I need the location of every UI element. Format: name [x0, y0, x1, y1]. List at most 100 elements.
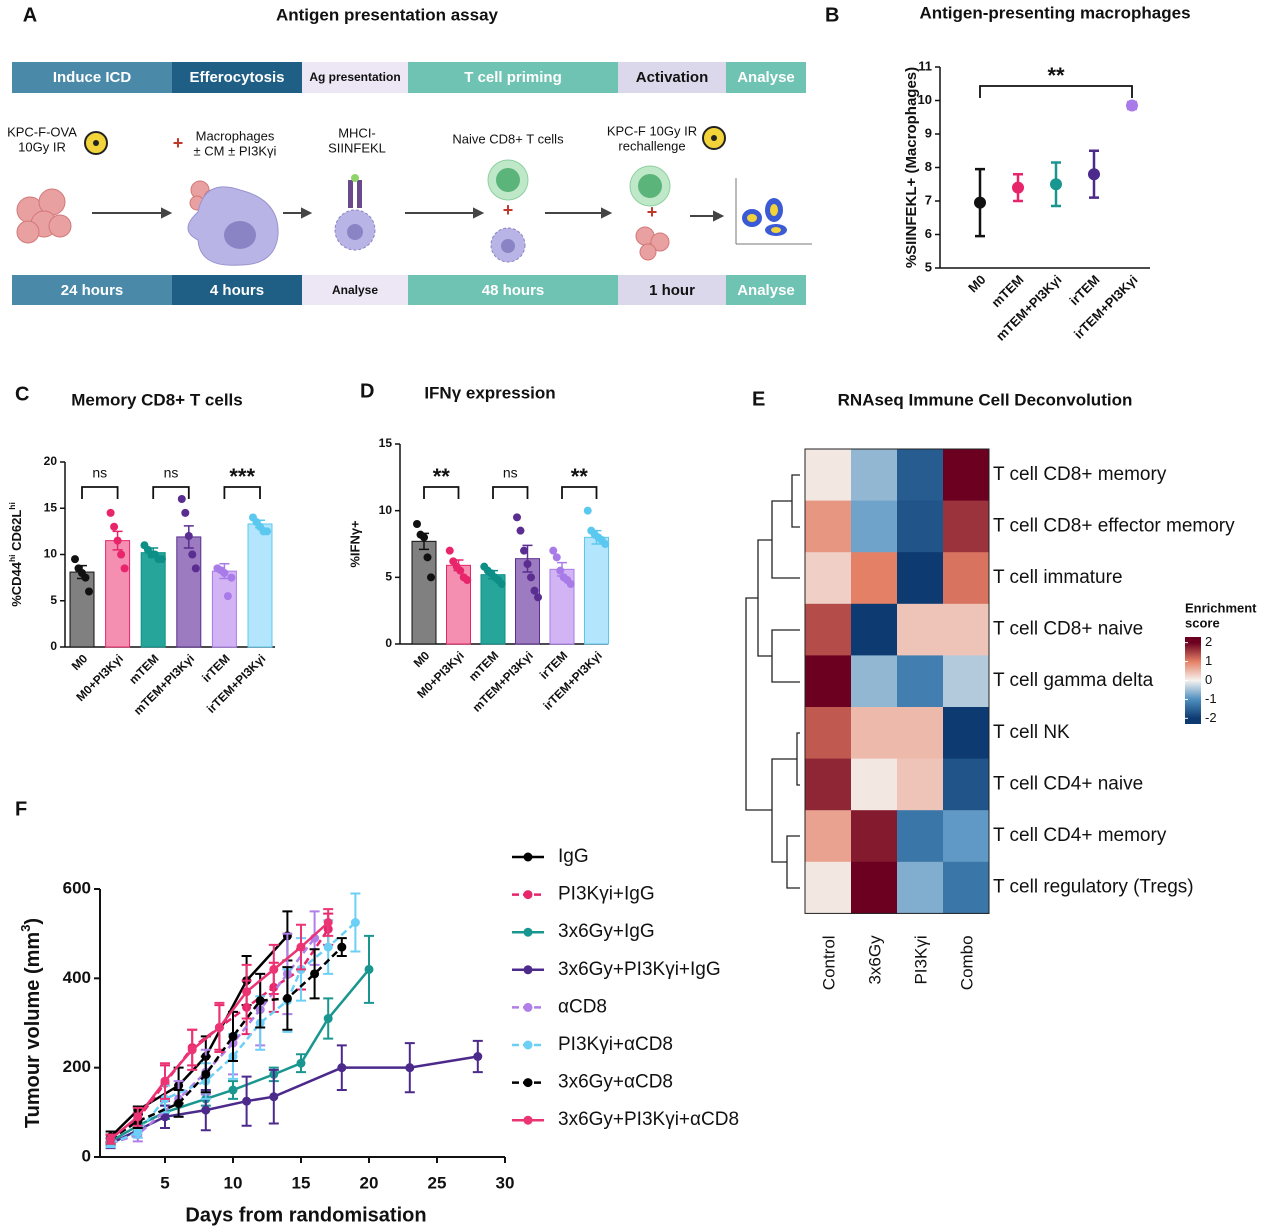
- heatmap-cell: [897, 810, 944, 863]
- x-tick-label: M0: [965, 272, 988, 295]
- flow-plot: [735, 178, 812, 245]
- y-tick-label: 0: [50, 639, 57, 653]
- data-point: [282, 993, 292, 1003]
- x-tick-label: 10: [224, 1173, 243, 1192]
- heatmap-cell: [897, 449, 944, 502]
- y-tick-label: 10: [379, 503, 393, 517]
- colorbar-title: Enrichment: [1185, 600, 1257, 615]
- stage-label: Analyse: [737, 69, 795, 86]
- data-point: [534, 593, 542, 602]
- data-point: [255, 996, 265, 1006]
- data-point: [337, 942, 347, 952]
- data-point: [106, 1134, 116, 1144]
- stage-label: Efferocytosis: [189, 69, 284, 86]
- stage-label: Induce ICD: [53, 69, 132, 86]
- duration-box: [302, 275, 408, 305]
- heatmap-cell: [943, 449, 990, 502]
- x-tick-label: 25: [428, 1173, 447, 1192]
- data-point: [157, 555, 166, 564]
- data-point: [337, 1063, 347, 1073]
- plus-sign: +: [647, 202, 658, 222]
- y-axis-label-part: hi: [7, 555, 17, 563]
- panel-label: D: [360, 380, 374, 402]
- heatmap-cell: [943, 810, 990, 863]
- data-point: [364, 964, 374, 974]
- colorbar-title: score: [1185, 615, 1220, 630]
- stage-box: [408, 62, 618, 93]
- heatmap-cell: [851, 655, 898, 708]
- panel-label: B: [825, 4, 839, 26]
- stage-box: [726, 62, 806, 93]
- step-label: KPC-F-OVA: [7, 124, 77, 139]
- heatmap-cell: [943, 500, 990, 553]
- significance-label: ***: [229, 464, 255, 489]
- heatmap-cell: [943, 707, 990, 760]
- bar: [69, 571, 95, 648]
- heatmap-cell: [897, 552, 944, 605]
- data-point: [269, 964, 279, 974]
- row-label: T cell CD8+ naive: [993, 619, 1143, 640]
- y-tick-label: 10: [44, 547, 58, 561]
- stage-label: Ag presentation: [309, 70, 400, 84]
- heatmap-cell: [805, 603, 852, 656]
- column-label: Combo: [957, 935, 976, 990]
- colorbar-tick-label: 1: [1205, 653, 1212, 668]
- data-point: [71, 555, 79, 564]
- heatmap-cell: [943, 552, 990, 605]
- significance-bracket: [223, 486, 261, 499]
- data-point: [323, 942, 333, 952]
- significance-bracket: [152, 486, 190, 499]
- data-point: [296, 1058, 306, 1068]
- significance-label: ns: [503, 465, 518, 481]
- data-point: [520, 546, 528, 555]
- macrophage-nucleus: [224, 221, 256, 249]
- x-tick-label: irTEM: [1066, 272, 1102, 308]
- y-tick-label: 5: [50, 593, 57, 607]
- data-point: [187, 1045, 197, 1055]
- row-label: T cell CD8+ effector memory: [993, 515, 1235, 536]
- data-point: [296, 942, 306, 952]
- row-label: T cell regulatory (Tregs): [993, 877, 1194, 898]
- heatmap-cell: [897, 603, 944, 656]
- legend-label: 3x6Gy+PI3Kγi+αCD8: [558, 1109, 739, 1130]
- heatmap-cell: [805, 707, 852, 760]
- data-point: [413, 520, 421, 528]
- data-point: [106, 508, 115, 517]
- mean-dot: [1088, 168, 1100, 181]
- y-axis-label-part: Tumour volume (mm: [22, 932, 44, 1128]
- y-tick-label: 0: [385, 636, 392, 650]
- significance-label: ns: [164, 465, 179, 481]
- x-tick-label: 20: [360, 1173, 379, 1192]
- data-point: [601, 540, 610, 548]
- diagram-title: Antigen presentation assay: [276, 5, 499, 24]
- data-point: [420, 533, 428, 542]
- heatmap-cell: [943, 655, 990, 708]
- data-point: [263, 527, 271, 536]
- y-axis-label-part: 3: [18, 925, 33, 932]
- heatmap-cell: [851, 758, 898, 811]
- legend-label: PI3Kγi+IgG: [558, 884, 655, 905]
- legend-marker: [523, 927, 533, 937]
- colorbar-tick-label: 2: [1205, 634, 1212, 649]
- data-point: [184, 532, 193, 540]
- y-tick-label: 400: [63, 968, 91, 987]
- data-point: [323, 1014, 333, 1024]
- y-tick-label: 7: [925, 192, 932, 207]
- heatmap-cell: [805, 758, 852, 811]
- x-tick-label: mTEM+PI3Kγi: [993, 272, 1065, 344]
- step-label: Naive CD8+ T cells: [452, 131, 564, 146]
- data-point: [133, 1112, 143, 1122]
- data-point: [323, 918, 333, 927]
- stage-label: T cell priming: [464, 69, 562, 86]
- significance-bracket: [492, 486, 529, 499]
- data-point: [113, 536, 122, 545]
- step-label: ± CM ± PI3Kγi: [194, 143, 277, 158]
- data-point: [549, 546, 558, 555]
- significance-label: ns: [92, 465, 107, 481]
- step-label: rechallenge: [618, 138, 685, 153]
- data-point: [228, 1085, 238, 1095]
- data-point: [456, 566, 465, 575]
- heatmap-cell: [943, 861, 990, 914]
- data-point: [530, 586, 539, 595]
